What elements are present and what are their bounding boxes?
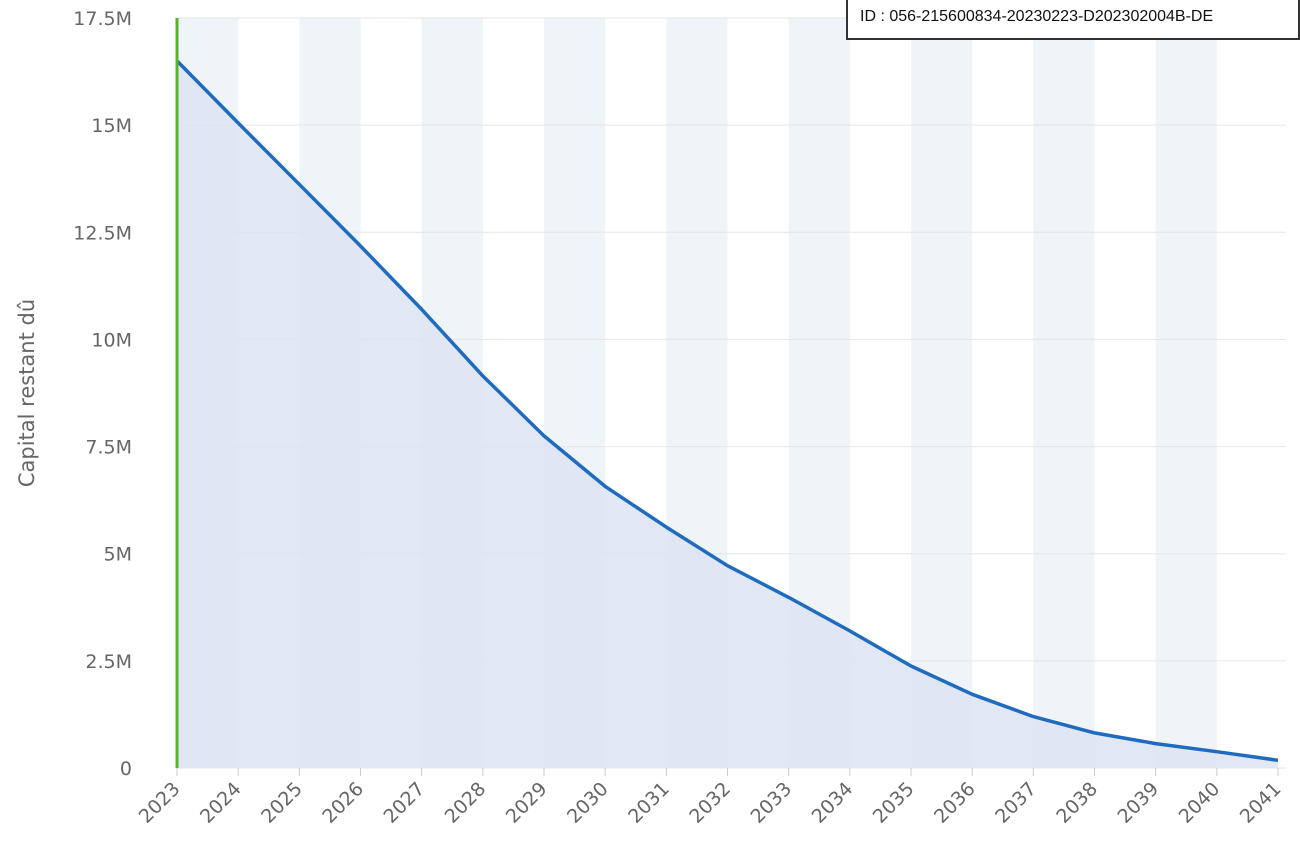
x-tick-label: 2036	[930, 778, 980, 828]
x-tick-label: 2040	[1175, 778, 1225, 828]
y-tick-label: 15M	[91, 115, 132, 137]
year-band	[1033, 18, 1095, 768]
y-tick-label: 10M	[91, 329, 132, 351]
year-band	[911, 18, 973, 768]
x-tick-label: 2028	[441, 778, 491, 828]
x-tick-label: 2030	[563, 778, 613, 828]
capital-line	[175, 59, 1279, 763]
y-tick-label: 17.5M	[73, 8, 132, 30]
x-tick-label: 2038	[1052, 778, 1102, 828]
y-tick-label: 0	[120, 758, 132, 780]
x-tick-label: 2037	[991, 778, 1041, 828]
x-tick-label: 2026	[318, 778, 368, 828]
x-tick-label: 2025	[257, 778, 307, 828]
y-tick-label: 5M	[104, 544, 132, 566]
x-tick-label: 2039	[1113, 778, 1163, 828]
x-tick-labels: 2023 2024 2025 2026 2027 2028 2029 2030 2031 2032…	[135, 768, 1286, 828]
x-tick-label: 2024	[196, 778, 246, 828]
x-tick-label: 2032	[685, 778, 735, 828]
y-tick-label: 12.5M	[73, 222, 132, 244]
y-tick-label: 7.5M	[85, 437, 132, 459]
document-id-stamp: ID : 056-215600834-20230223-D202302004B-…	[846, 0, 1300, 40]
year-band	[1155, 18, 1217, 768]
x-tick-label: 2031	[624, 778, 674, 828]
y-tick-labels: 0 2.5M 5M 7.5M 10M 12.5M 15M 17.5M	[73, 8, 132, 780]
x-tick-label: 2027	[379, 778, 429, 828]
x-tick-label: 2023	[135, 778, 185, 828]
y-tick-label: 2.5M	[85, 651, 132, 673]
x-tick-label: 2029	[502, 778, 552, 828]
x-tick-label: 2035	[869, 778, 919, 828]
x-tick-label: 2033	[746, 778, 796, 828]
capital-area	[177, 60, 1278, 768]
x-tick-label: 2041	[1236, 778, 1286, 828]
y-axis-label: Capital restant dû	[15, 299, 39, 487]
x-tick-label: 2034	[808, 778, 858, 828]
